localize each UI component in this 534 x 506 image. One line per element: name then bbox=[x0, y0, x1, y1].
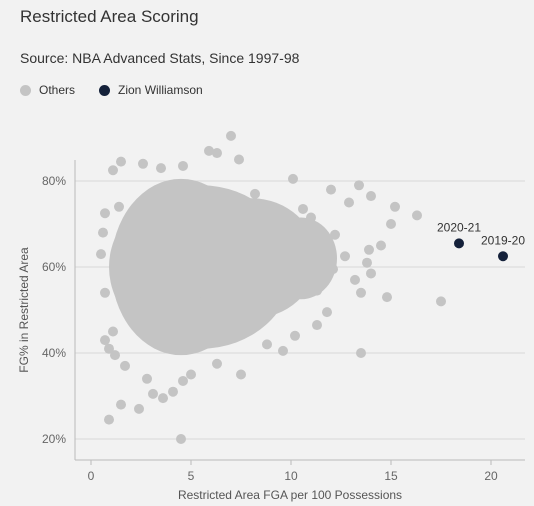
others-point[interactable] bbox=[362, 257, 372, 268]
x-tick-label: 10 bbox=[284, 469, 298, 483]
others-point[interactable] bbox=[278, 345, 288, 356]
others-point[interactable] bbox=[354, 180, 364, 191]
axes: 20% 40% 60% 80% 0 5 10 15 20 bbox=[42, 160, 525, 483]
others-point[interactable] bbox=[328, 264, 338, 275]
y-tick-label: 60% bbox=[42, 260, 66, 274]
others-point[interactable] bbox=[98, 227, 108, 238]
x-axis-label: Restricted Area FGA per 100 Possessions bbox=[178, 488, 402, 502]
others-point[interactable] bbox=[134, 403, 144, 414]
others-point[interactable] bbox=[236, 369, 246, 380]
others-point[interactable] bbox=[376, 240, 386, 251]
others-point[interactable] bbox=[186, 369, 196, 380]
legend-dot-zion bbox=[99, 84, 111, 96]
zion-point-label: 2019-20 bbox=[481, 233, 525, 247]
others-point[interactable] bbox=[114, 201, 124, 212]
others-point[interactable] bbox=[326, 184, 336, 195]
x-tick-label: 20 bbox=[484, 469, 498, 483]
zion-point-label: 2020-21 bbox=[437, 220, 481, 234]
others-point[interactable] bbox=[356, 348, 366, 358]
y-axis-label: FG% in Restricted Area bbox=[17, 247, 31, 373]
others-point[interactable] bbox=[262, 339, 272, 350]
others-point[interactable] bbox=[100, 335, 110, 346]
others-point[interactable] bbox=[312, 285, 322, 296]
legend-item-others[interactable]: Others bbox=[20, 83, 75, 97]
y-tick-label: 80% bbox=[42, 174, 66, 188]
y-tick-label: 20% bbox=[42, 432, 66, 446]
others-point[interactable] bbox=[108, 326, 118, 337]
zion-point[interactable] bbox=[498, 251, 508, 262]
x-tick-label: 5 bbox=[188, 469, 195, 483]
others-point[interactable] bbox=[330, 229, 340, 240]
x-tick-label: 0 bbox=[88, 469, 95, 483]
others-point[interactable] bbox=[366, 268, 376, 279]
others-point[interactable] bbox=[148, 388, 158, 399]
others-point[interactable] bbox=[178, 375, 188, 386]
others-point[interactable] bbox=[350, 274, 360, 285]
others-point[interactable] bbox=[390, 201, 400, 212]
others-point[interactable] bbox=[212, 148, 222, 159]
others-point[interactable] bbox=[298, 203, 308, 214]
others-point[interactable] bbox=[250, 188, 260, 199]
others-point[interactable] bbox=[110, 350, 120, 361]
others-point[interactable] bbox=[178, 160, 188, 171]
others-point[interactable] bbox=[212, 358, 222, 369]
others-point[interactable] bbox=[204, 145, 214, 156]
others-point[interactable] bbox=[290, 330, 300, 341]
others-point[interactable] bbox=[436, 296, 446, 307]
legend-item-zion[interactable]: Zion Williamson bbox=[99, 83, 203, 97]
legend-label-others: Others bbox=[39, 83, 76, 97]
others-point[interactable] bbox=[176, 434, 186, 444]
others-point[interactable] bbox=[340, 251, 350, 262]
others-point[interactable] bbox=[312, 320, 322, 331]
others-point[interactable] bbox=[364, 244, 374, 255]
others-point[interactable] bbox=[288, 173, 298, 184]
chart-subtitle: Source: NBA Advanced Stats, Since 1997-9… bbox=[20, 50, 300, 66]
others-point[interactable] bbox=[386, 219, 396, 229]
x-tick-label: 15 bbox=[384, 469, 398, 483]
others-cluster bbox=[265, 217, 337, 300]
zion-point[interactable] bbox=[454, 238, 464, 249]
others-point[interactable] bbox=[344, 197, 354, 208]
others-point[interactable] bbox=[382, 292, 392, 303]
y-tick-label: 40% bbox=[42, 346, 66, 360]
legend-dot-others bbox=[20, 84, 31, 96]
others-point[interactable] bbox=[234, 154, 244, 165]
others-point[interactable] bbox=[100, 287, 110, 298]
legend: Others Zion Williamson bbox=[20, 83, 227, 97]
chart-title: Restricted Area Scoring bbox=[20, 7, 199, 26]
others-point[interactable] bbox=[356, 287, 366, 298]
others-point[interactable] bbox=[158, 393, 168, 404]
others-point[interactable] bbox=[412, 210, 422, 221]
others-point[interactable] bbox=[104, 414, 114, 425]
others-point[interactable] bbox=[306, 212, 316, 223]
others-point[interactable] bbox=[116, 156, 126, 167]
legend-label-zion: Zion Williamson bbox=[118, 83, 203, 97]
others-point[interactable] bbox=[142, 373, 152, 384]
others-point[interactable] bbox=[116, 399, 126, 410]
others-point[interactable] bbox=[366, 191, 376, 202]
others-point[interactable] bbox=[108, 165, 118, 176]
others-dense-cloud bbox=[109, 178, 337, 356]
others-point[interactable] bbox=[120, 360, 130, 371]
others-point[interactable] bbox=[168, 386, 178, 397]
others-point[interactable] bbox=[104, 343, 114, 354]
others-points bbox=[96, 130, 446, 444]
others-point[interactable] bbox=[100, 208, 110, 219]
others-point[interactable] bbox=[138, 158, 148, 169]
others-point[interactable] bbox=[96, 249, 106, 260]
others-point[interactable] bbox=[156, 163, 166, 174]
others-point[interactable] bbox=[226, 130, 236, 141]
others-point[interactable] bbox=[322, 307, 332, 318]
